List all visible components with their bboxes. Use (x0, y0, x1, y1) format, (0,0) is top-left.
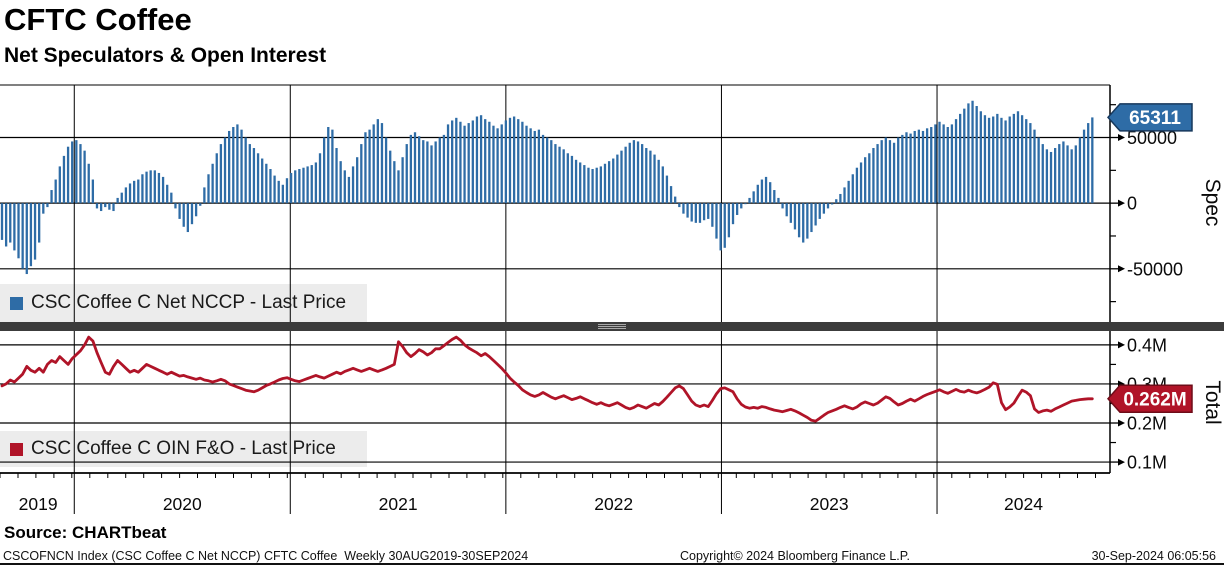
spec-axis-title: Spec (1201, 179, 1224, 227)
total-gridlines (0, 344, 1110, 463)
svg-text:2023: 2023 (810, 494, 849, 514)
timestamp-text: 30-Sep-2024 06:05:56 (1091, 549, 1216, 563)
window-bottom-edge (0, 563, 1224, 565)
svg-text:2019: 2019 (19, 494, 58, 514)
x-year-labels: 2019 2020 2021 2022 2023 2024 (19, 494, 1044, 514)
source-line: Source: CHARTbeat (4, 523, 167, 542)
oi-line (0, 335, 1094, 423)
svg-text:65311: 65311 (1129, 108, 1181, 129)
legend-spec-label: CSC Coffee C Net NCCP - Last Price (31, 292, 347, 313)
legend-total-series[interactable]: CSC Coffee C OIN F&O - Last Price (0, 431, 367, 467)
legend-total-label: CSC Coffee C OIN F&O - Last Price (31, 438, 336, 459)
svg-text:2022: 2022 (594, 494, 633, 514)
svg-text:0.262M: 0.262M (1123, 389, 1186, 410)
spec-last-value-flag: 65311 (1106, 103, 1193, 132)
spec-bars (0, 100, 1094, 275)
svg-text:0.4M: 0.4M (1127, 335, 1167, 355)
total-axis-title: Total (1201, 380, 1224, 424)
svg-text:-50000: -50000 (1127, 259, 1183, 279)
svg-text:2024: 2024 (1004, 494, 1043, 514)
copyright-text: Copyright© 2024 Bloomberg Finance L.P. (680, 549, 910, 563)
svg-text:2021: 2021 (379, 494, 418, 514)
svg-text:0.1M: 0.1M (1127, 453, 1167, 473)
legend-spec-series[interactable]: CSC Coffee C Net NCCP - Last Price (0, 284, 367, 322)
divider-grip-icon[interactable] (598, 324, 626, 329)
x-axis (0, 472, 1110, 478)
svg-text:0.2M: 0.2M (1127, 414, 1167, 434)
legend-swatch-total-icon (10, 442, 23, 456)
svg-text:0: 0 (1127, 194, 1137, 214)
page-title: CFTC Coffee (4, 2, 192, 37)
panel-divider[interactable] (0, 322, 1224, 331)
year-gridlines (73, 85, 938, 514)
svg-text:2020: 2020 (163, 494, 202, 514)
svg-text:50000: 50000 (1127, 128, 1177, 148)
total-last-value-flag: 0.262M (1106, 384, 1193, 414)
legend-backgrounds (0, 284, 367, 467)
index-description: CSCOFNCN Index (CSC Coffee C Net NCCP) C… (3, 549, 529, 563)
legend-swatch-spec-icon (10, 296, 23, 310)
page-subtitle: Net Speculators & Open Interest (4, 44, 327, 67)
